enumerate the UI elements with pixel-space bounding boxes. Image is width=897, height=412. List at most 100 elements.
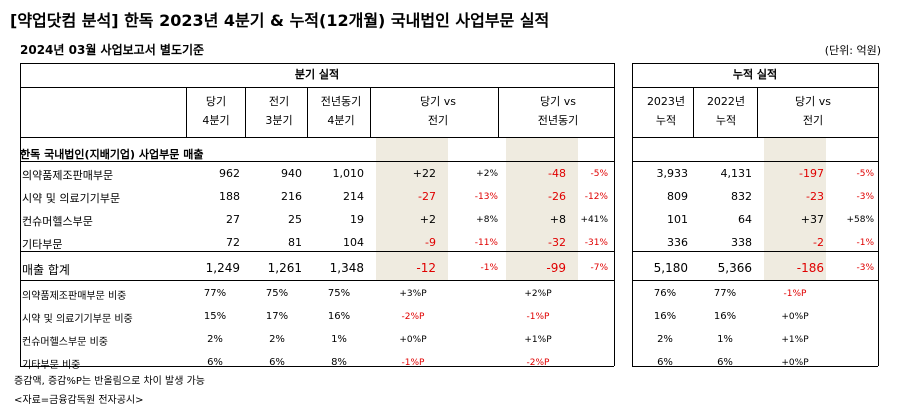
highlight-cell [376, 137, 448, 280]
share-cell-c22: 6% [717, 357, 733, 368]
column-header-q4: 4분기 [202, 114, 230, 127]
table-border-right [614, 63, 615, 366]
share-cell-d_prev: +3%P [399, 289, 427, 299]
table-cell-p_yoy: -31% [584, 238, 608, 248]
column-divider [693, 87, 694, 137]
column-header-y2023: 누적 [655, 114, 677, 127]
table-cell-d_yoy: -26 [548, 190, 566, 203]
table-cell-c23: 809 [667, 190, 688, 203]
table-cell-q3: 216 [281, 190, 302, 203]
table-cell-p_yoy: -5% [590, 169, 608, 179]
table-cell-q4: 72 [226, 236, 240, 249]
share-cell-c23: 16% [653, 311, 677, 322]
total-row-label: 매출 합계 [22, 263, 70, 277]
table-cell-d_yoy: -99 [546, 261, 566, 275]
group-header-cumulative: 누적 실적 [732, 68, 778, 81]
share-cell-c23: 76% [653, 288, 677, 299]
column-divider [307, 87, 308, 137]
share-row-label: 기타부문 비중 [22, 356, 80, 371]
column-header-vs_yoy: 전년동기 [537, 114, 579, 127]
segment-row-label: 시약 및 의료기기부문 [22, 192, 121, 205]
share-cell-d_cum: +1%P [781, 335, 809, 345]
share-cell-q4: 15% [203, 311, 227, 322]
column-divider [370, 87, 371, 137]
table-cell-p_yoy: -7% [590, 263, 608, 273]
total-rule-bottom [632, 280, 878, 281]
table-border-right [878, 63, 879, 366]
group-header-quarter: 분기 실적 [294, 68, 340, 81]
table-cell-q4: 1,249 [205, 261, 240, 275]
table-cell-p_cum: -1% [856, 238, 874, 248]
report-subtitle: 2024년 03월 사업보고서 별도기준 [20, 43, 205, 57]
table-cell-yoy: 214 [343, 190, 364, 203]
group-header-rule [632, 87, 878, 88]
section-rule [632, 161, 878, 162]
share-cell-d_prev: +0%P [399, 335, 427, 345]
table-cell-p_prev: -13% [474, 192, 498, 202]
table-border-top [632, 63, 878, 64]
table-cell-yoy: 19 [350, 213, 364, 226]
table-cell-q4: 962 [219, 167, 240, 180]
note-rounding: 증감액, 증감%P는 반올림으로 차이 발생 가능 [14, 376, 206, 387]
section-label: 한독 국내법인(지배기업) 사업부문 매출 [20, 148, 204, 161]
column-divider [757, 87, 758, 137]
column-header-y2022: 누적 [715, 114, 737, 127]
table-cell-d_prev: -9 [425, 236, 436, 249]
table-cell-c23: 336 [667, 236, 688, 249]
table-border-bottom [20, 366, 614, 367]
share-cell-d_yoy: -1%P [526, 312, 550, 322]
table-cell-c22: 64 [738, 213, 752, 226]
table-cell-yoy: 1,010 [332, 167, 365, 180]
table-cell-d_cum: -197 [799, 167, 824, 180]
table-cell-q3: 81 [288, 236, 302, 249]
table-cell-d_cum: -186 [796, 261, 824, 275]
table-border-bottom [632, 366, 878, 367]
table-cell-p_yoy: +41% [580, 215, 608, 225]
share-cell-q4: 2% [207, 334, 223, 345]
table-cell-d_prev: +22 [412, 167, 436, 180]
share-row-label: 시약 및 의료기기부문 비중 [22, 314, 133, 325]
table-cell-c22: 5,366 [717, 261, 752, 275]
table-cell-p_cum: -3% [856, 192, 874, 202]
table-cell-c23: 101 [667, 213, 688, 226]
column-header-yoyq: 전년동기 [320, 95, 362, 108]
table-cell-p_prev: +2% [476, 169, 498, 179]
group-header-rule [20, 87, 614, 88]
table-cell-c22: 832 [731, 190, 752, 203]
share-cell-c23: 6% [657, 357, 673, 368]
share-cell-c23: 2% [657, 334, 673, 345]
table-cell-d_cum: -2 [813, 236, 824, 249]
table-cell-d_prev: -27 [418, 190, 436, 203]
table-cell-d_prev: -12 [416, 261, 436, 275]
share-cell-c22: 16% [713, 311, 737, 322]
column-header-vs_yoy: 당기 vs [540, 95, 576, 108]
column-divider [186, 87, 187, 137]
share-cell-d_yoy: +1%P [524, 335, 552, 345]
table-cell-d_cum: +37 [800, 213, 824, 226]
note-source: <자료=금융감독원 전자공시> [14, 395, 144, 406]
column-header-q3: 전기 [268, 95, 290, 108]
share-cell-yoy: 1% [331, 334, 347, 345]
share-cell-q3: 6% [269, 357, 285, 368]
table-cell-d_yoy: -48 [548, 167, 566, 180]
segment-row-label: 기타부문 [22, 238, 63, 251]
table-cell-q3: 940 [281, 167, 302, 180]
table-cell-c23: 3,933 [656, 167, 689, 180]
share-cell-yoy: 16% [327, 311, 351, 322]
column-header-rule [632, 137, 878, 138]
table-cell-c22: 338 [731, 236, 752, 249]
table-cell-q3: 25 [288, 213, 302, 226]
share-cell-d_cum: +0%P [781, 358, 809, 368]
column-header-q4: 당기 [205, 95, 227, 108]
section-rule [20, 161, 614, 162]
table-cell-p_prev: -11% [474, 238, 498, 248]
segment-row-label: 컨슈머헬스부문 [22, 215, 93, 228]
table-cell-yoy: 1,348 [329, 261, 364, 275]
total-rule-bottom [20, 280, 614, 281]
total-rule-top [632, 251, 878, 252]
unit-label: (단위: 억원) [824, 44, 881, 57]
column-header-rule [20, 137, 614, 138]
table-cell-p_cum: -5% [856, 169, 874, 179]
share-cell-q3: 75% [265, 288, 289, 299]
column-header-vs_prev: 당기 vs [420, 95, 456, 108]
